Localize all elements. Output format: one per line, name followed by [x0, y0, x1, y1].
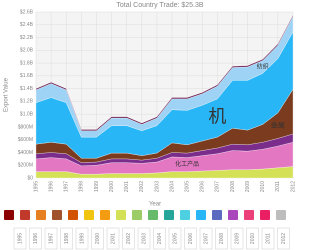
y-tick-label: $200M: [18, 163, 33, 169]
year-button[interactable]: [13, 227, 27, 250]
year-button[interactable]: [184, 227, 197, 250]
y-tick-label: $800M: [18, 124, 33, 130]
area-label: 机: [208, 107, 226, 127]
category-icon[interactable]: [20, 210, 30, 220]
year-button-label: 2010: [250, 233, 256, 244]
y-tick-label: $1.6B: [20, 73, 34, 79]
area: [35, 15, 294, 131]
category-icon[interactable]: [196, 210, 206, 220]
x-tick-label: 2000: [109, 181, 115, 192]
y-tick-label: $0: [27, 175, 33, 181]
y-tick-label: $400M: [18, 150, 33, 156]
year-button-label: 2006: [188, 233, 194, 244]
category-icon[interactable]: [100, 210, 110, 220]
year-button-label: 2005: [172, 233, 178, 244]
category-icon[interactable]: [148, 210, 158, 220]
year-button[interactable]: [168, 227, 182, 250]
x-tick-label: 2005: [185, 181, 191, 192]
x-tick-label: 1996: [48, 181, 54, 192]
category-icon[interactable]: [260, 210, 270, 220]
x-tick-label: 2009: [245, 181, 251, 192]
category-icon[interactable]: [4, 210, 14, 220]
year-button[interactable]: [215, 227, 228, 250]
year-button-label: 1996: [33, 233, 39, 244]
year-button[interactable]: [277, 227, 290, 250]
x-tick-label: 2004: [169, 181, 175, 192]
x-tick-label: 1997: [64, 181, 70, 192]
x-tick-label: 2012: [290, 181, 296, 192]
chart: Total Country Trade: $25.3B Export Value…: [4, 2, 296, 250]
x-tick-label: 2001: [124, 181, 130, 192]
area-label: 纺织: [257, 62, 269, 70]
year-button-label: 2003: [141, 233, 147, 244]
area-label: 金属: [271, 120, 285, 129]
x-tick-label: 2010: [260, 181, 266, 192]
year-button[interactable]: [137, 227, 151, 250]
year-button-label: 1998: [64, 233, 70, 244]
year-button[interactable]: [29, 227, 42, 250]
year-button-label: 2000: [95, 233, 101, 244]
x-tick-label: 2008: [230, 181, 236, 192]
category-icon[interactable]: [276, 210, 286, 220]
x-tick-label: 1998: [79, 181, 85, 192]
y-axis-title: Export Value: [4, 77, 10, 112]
x-tick-label: 2003: [154, 181, 160, 192]
year-button[interactable]: [230, 227, 244, 250]
area-label: 化工产品: [175, 160, 199, 168]
year-button-label: 2009: [234, 233, 240, 244]
y-tick-label: $2.2B: [20, 35, 34, 41]
year-button-label: 2002: [126, 233, 132, 244]
x-tick-label: 1995: [33, 181, 39, 192]
y-tick-label: $1.8B: [20, 60, 34, 66]
year-button-label: 1997: [48, 233, 54, 244]
year-button[interactable]: [122, 227, 135, 250]
year-button-label: 2012: [281, 233, 287, 244]
year-button-label: 1995: [17, 233, 23, 244]
y-tick-label: $600M: [18, 137, 33, 143]
year-button[interactable]: [261, 227, 275, 250]
year-button[interactable]: [44, 227, 58, 250]
x-tick-label: 2011: [275, 181, 281, 192]
year-button-label: 2011: [265, 233, 271, 244]
category-icon[interactable]: [68, 210, 78, 220]
category-icon[interactable]: [180, 210, 190, 220]
year-button-label: 2008: [219, 233, 225, 244]
year-button[interactable]: [60, 227, 73, 250]
year-button[interactable]: [153, 227, 166, 250]
x-tick-label: 2002: [139, 181, 145, 192]
category-icon[interactable]: [244, 210, 254, 220]
year-button-label: 2004: [157, 233, 163, 244]
category-icon[interactable]: [132, 210, 142, 220]
y-tick-label: $1.4B: [20, 86, 34, 92]
x-tick-label: 2007: [215, 181, 221, 192]
category-icon[interactable]: [52, 210, 62, 220]
category-icon[interactable]: [36, 210, 46, 220]
year-button-label: 2007: [203, 233, 209, 244]
category-icon[interactable]: [84, 210, 94, 220]
x-tick-label: 1999: [94, 181, 100, 192]
year-button[interactable]: [91, 227, 104, 250]
chart-title: Total Country Trade: $25.3B: [116, 2, 203, 9]
year-button[interactable]: [199, 227, 213, 250]
y-tick-label: $1.0B: [20, 111, 34, 117]
year-button[interactable]: [246, 227, 259, 250]
y-tick-label: $2.6B: [20, 9, 34, 15]
y-tick-label: $2.0B: [20, 48, 34, 54]
category-icon[interactable]: [228, 210, 238, 220]
y-tick-label: $2.4B: [20, 22, 34, 28]
x-tick-label: 2006: [200, 181, 206, 192]
year-button-label: 2001: [110, 233, 116, 244]
category-icon[interactable]: [116, 210, 126, 220]
year-button[interactable]: [106, 227, 120, 250]
category-icon[interactable]: [212, 210, 222, 220]
year-button-label: 1999: [79, 233, 85, 244]
category-icon[interactable]: [164, 210, 174, 220]
x-axis-title: Year: [149, 202, 161, 208]
y-tick-label: $1.2B: [20, 99, 34, 105]
year-button[interactable]: [75, 227, 89, 250]
